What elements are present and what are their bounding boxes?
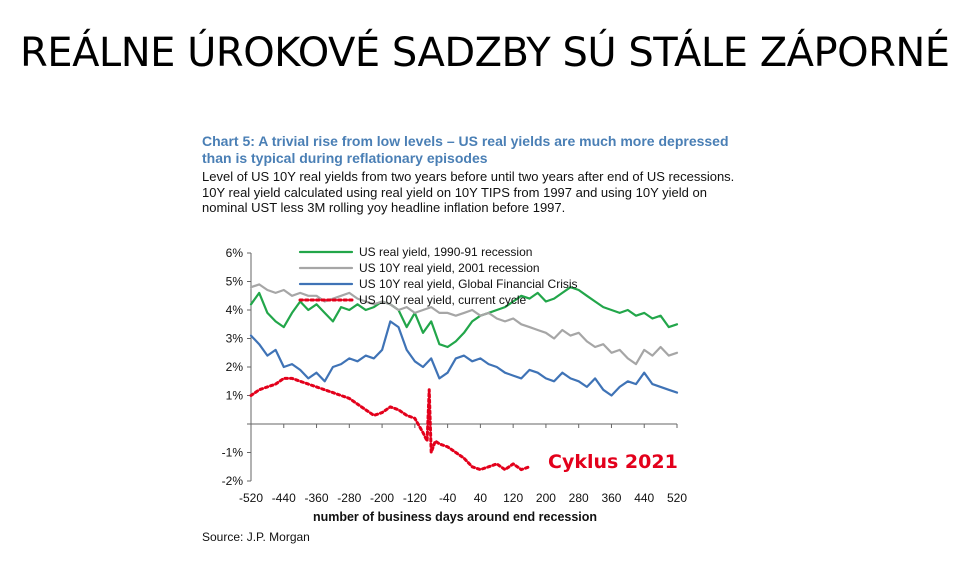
x-tick-label: 120 [503,491,523,505]
legend-label-3: US 10Y real yield, current cycle [359,293,527,307]
y-tick-label: 4% [226,303,244,317]
x-tick-label: -280 [337,491,361,505]
source-note: Source: J.P. Morgan [202,530,310,544]
y-tick-label: 3% [226,332,244,346]
x-tick-label: 280 [569,491,589,505]
cycle-annotation: Cyklus 2021 [548,451,678,473]
x-tick-label: -520 [239,491,263,505]
x-tick-label: 520 [667,491,687,505]
legend-label-2: US 10Y real yield, Global Financial Cris… [359,277,578,291]
y-tick-label: 1% [226,389,244,403]
x-tick-label: -40 [439,491,457,505]
x-axis-title: number of business days around end reces… [312,510,598,524]
x-tick-label: 440 [634,491,654,505]
series-line-3 [249,376,531,472]
series-line-0 [249,286,679,349]
x-tick-label: -200 [370,491,394,505]
slide-title: REÁLNE ÚROKOVÉ SADZBY SÚ STÁLE ZÁPORNÉ [20,30,950,76]
x-tick-label: 40 [474,491,488,505]
y-tick-label: -1% [222,446,244,460]
chart-title: Chart 5: A trivial rise from low levels … [202,133,729,166]
legend-label-0: US real yield, 1990-91 recession [359,245,532,259]
x-tick-label: -440 [272,491,296,505]
y-tick-label: -2% [222,474,244,488]
legend-label-1: US 10Y real yield, 2001 recession [359,261,540,275]
y-tick-label: 2% [226,360,244,374]
x-tick-label: -360 [305,491,329,505]
y-tick-label: 5% [226,275,244,289]
series-line-2 [249,320,679,397]
x-tick-label: 360 [601,491,621,505]
x-tick-label: -120 [403,491,427,505]
y-tick-label: 6% [226,246,244,260]
chart-subtitle: Level of US 10Y real yields from two yea… [202,169,735,215]
x-tick-label: 200 [536,491,556,505]
